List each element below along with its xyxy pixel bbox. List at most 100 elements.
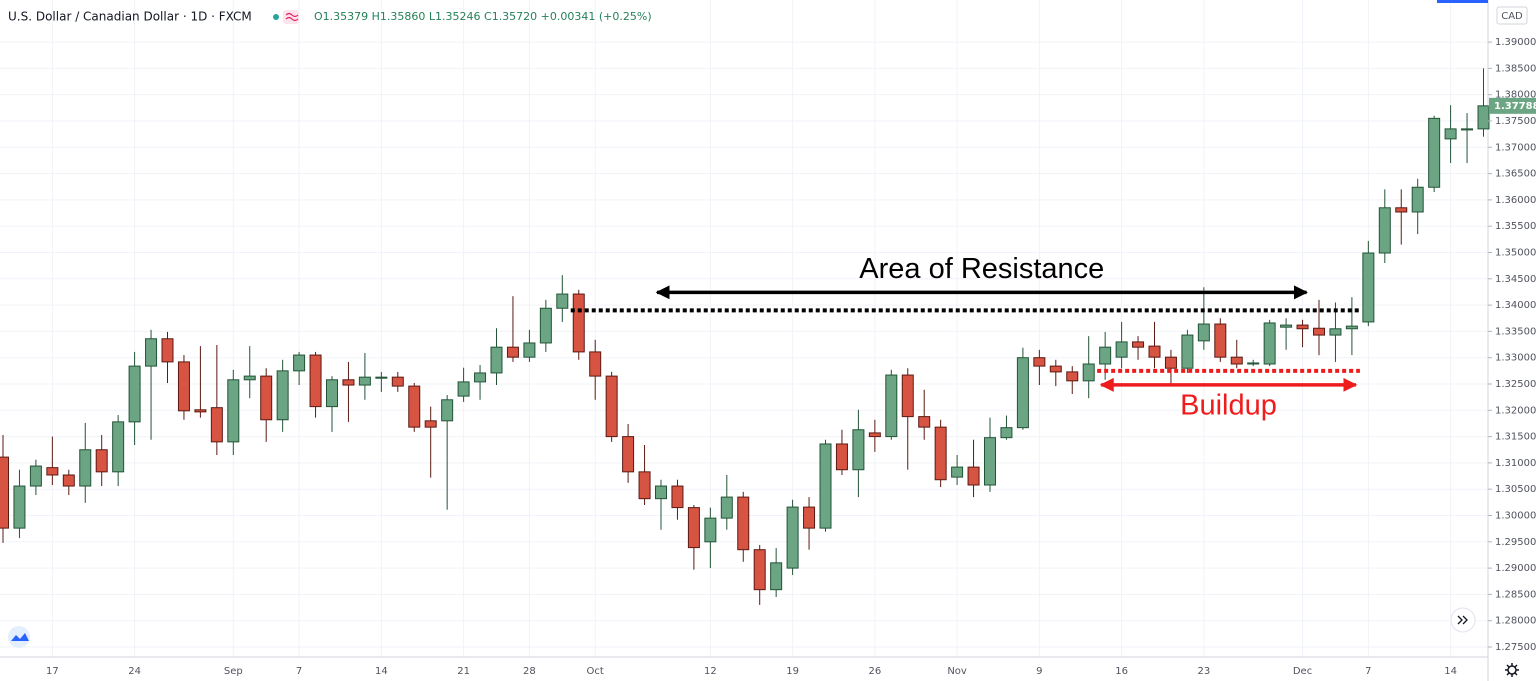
candle-body (720, 496, 733, 519)
y-tick-label: 1.35500 (1495, 221, 1536, 232)
candle-body (0, 456, 9, 529)
last-price-label: 1.37788 (1494, 101, 1536, 112)
candle-body (852, 429, 865, 471)
candle-body (671, 485, 684, 509)
candle-body (951, 466, 964, 478)
candle-body (309, 354, 322, 408)
annotation-label: Area of Resistance (859, 253, 1104, 285)
x-tick-label: 28 (523, 666, 536, 677)
logo[interactable] (8, 626, 30, 648)
candle-body (342, 379, 355, 386)
candle-body (1049, 365, 1062, 373)
candle-body (1444, 128, 1457, 140)
x-tick-label: 12 (704, 666, 717, 677)
x-tick-label: 24 (128, 666, 141, 677)
candle-body (441, 399, 454, 422)
y-tick-label: 1.33500 (1495, 326, 1536, 337)
x-tick-label: Nov (947, 666, 967, 677)
candle-body (589, 351, 602, 377)
x-tick-label: 26 (868, 666, 881, 677)
y-tick-label: 1.29500 (1495, 537, 1536, 548)
candle-body (786, 506, 799, 569)
candle-body (572, 293, 585, 353)
y-tick-label: 1.37500 (1495, 116, 1536, 127)
candle-body (885, 374, 898, 438)
y-tick-label: 1.30500 (1495, 484, 1536, 495)
candle-body (753, 549, 766, 591)
settings-button[interactable] (1505, 663, 1519, 677)
candle-body (29, 465, 42, 487)
candle-body (1362, 252, 1375, 323)
axes: 1.27500 1.28000 1.28500 1.29000 1.29500 1.300… (46, 37, 1536, 677)
candle-body (457, 381, 470, 397)
candle-body (1082, 363, 1095, 382)
candles (0, 68, 1490, 605)
candle-body (1214, 323, 1227, 358)
candle-body (967, 466, 980, 486)
candle-body (687, 507, 700, 549)
candle-body (1296, 324, 1309, 330)
candle-body (326, 379, 338, 408)
y-tick-label: 1.28000 (1495, 616, 1536, 627)
y-tick-label: 1.33000 (1495, 353, 1536, 364)
candle-body (704, 517, 717, 543)
candle-body (391, 376, 404, 387)
candle-body (128, 365, 141, 423)
candle-body (79, 449, 92, 487)
y-tick-label: 1.34000 (1495, 300, 1536, 311)
y-tick-label: 1.29000 (1495, 563, 1536, 574)
candle-body (1477, 105, 1490, 130)
candle-body (194, 409, 207, 413)
top-accent (1437, 0, 1488, 3)
candle-body (1099, 346, 1112, 365)
candle-body (984, 437, 996, 486)
candle-body (1033, 357, 1046, 367)
candle-body (1148, 345, 1161, 358)
symbol-title: U.S. Dollar / Canadian Dollar · 1D · FXC… (8, 10, 252, 24)
candle-body (819, 443, 832, 529)
candle-body (1395, 207, 1408, 213)
candle-body (293, 354, 306, 372)
annotations: Area of Resistance Buildup (570, 253, 1360, 422)
candle-body (901, 374, 914, 418)
candle-body (737, 496, 750, 551)
candle-body (1181, 334, 1194, 369)
y-tick-label: 1.28500 (1495, 589, 1536, 600)
candle-body (145, 338, 158, 367)
candle-body (655, 485, 667, 500)
candle-body (506, 346, 519, 358)
candle-body (1066, 371, 1079, 382)
currency-box[interactable] (1496, 6, 1528, 25)
candle-body (408, 385, 421, 428)
y-tick-label: 1.31000 (1495, 458, 1536, 469)
candle-body (358, 376, 371, 386)
y-tick-label: 1.30000 (1495, 511, 1536, 522)
candle-body (1197, 323, 1210, 342)
x-tick-label: 7 (296, 666, 302, 677)
candle-body (1280, 324, 1293, 328)
y-tick-label: 1.39000 (1495, 37, 1536, 48)
y-tick-label: 1.36500 (1495, 169, 1536, 180)
candle-body (210, 407, 223, 443)
x-tick-label: Dec (1293, 666, 1312, 677)
candle-body (227, 379, 240, 443)
candle-body (1428, 117, 1441, 188)
candle-body (62, 474, 75, 487)
candle-body (539, 307, 552, 344)
x-tick-label: 21 (457, 666, 470, 677)
candle-body (424, 420, 437, 428)
candle-body (638, 471, 651, 500)
x-tick-label: 7 (1365, 666, 1371, 677)
y-tick-label: 1.36000 (1495, 195, 1536, 206)
currency-label: CAD (1501, 11, 1523, 22)
candle-body (835, 443, 848, 471)
status-badge (283, 10, 299, 24)
candle-body (1378, 207, 1391, 254)
ohlc-legend: O1.35379 H1.35860 L1.35246 C1.35720 +0.0… (314, 10, 652, 23)
y-tick-label: 1.27500 (1495, 642, 1536, 653)
scroll-button[interactable] (1450, 607, 1476, 633)
candle-body (1016, 357, 1029, 429)
candle-body (161, 338, 174, 363)
candle-body (490, 346, 503, 374)
